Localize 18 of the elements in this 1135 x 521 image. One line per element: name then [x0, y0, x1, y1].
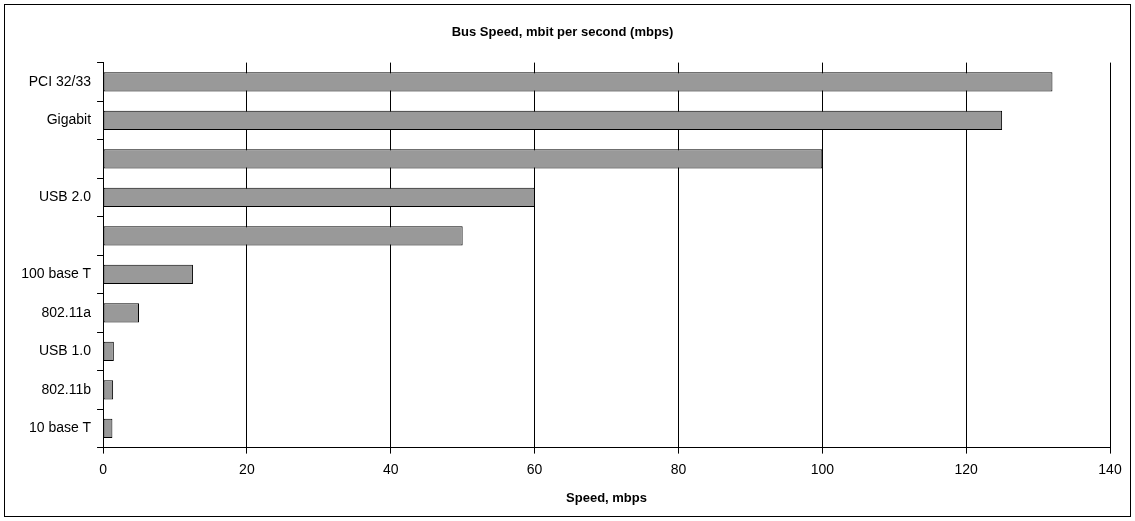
x-tick-label: 80 [670, 460, 687, 477]
y-tick-label: USB 2.0 [38, 188, 92, 205]
y-tick-label: 802.11a [41, 303, 92, 320]
x-tick-label: 100 [810, 460, 835, 477]
chart-title: Bus Speed, mbit per second (mbps) [451, 24, 674, 40]
y-tick-label: PCI 32/33 [28, 72, 92, 89]
y-tick-label: 100 base T [21, 265, 92, 282]
y-tick-label: 10 base T [29, 419, 92, 436]
x-tick-label: 40 [382, 460, 399, 477]
x-tick-label: 20 [239, 460, 255, 477]
y-tick-label: USB 1.0 [38, 342, 92, 359]
x-tick-label: 0 [99, 460, 108, 477]
x-axis-title: Speed, mbps [566, 489, 647, 505]
y-tick-label: 802.11b [41, 380, 92, 397]
x-tick-label: 60 [526, 460, 543, 477]
x-tick-label: 140 [1098, 460, 1122, 477]
x-tick-label: 120 [954, 460, 979, 477]
y-tick-label: Gigabit [46, 111, 92, 128]
